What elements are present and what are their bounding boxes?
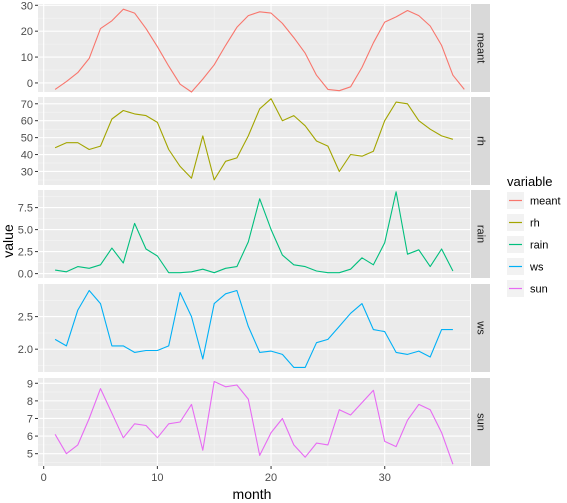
x-axis-title: month <box>233 486 272 502</box>
facet-strip <box>471 4 490 92</box>
panel-meant: 0 10 20 30 meant <box>21 0 490 93</box>
y-tick-label: 20 <box>21 26 33 38</box>
series-line-sun <box>54 380 454 465</box>
legend-item-sun: sun <box>507 280 548 297</box>
panel-background <box>38 97 470 185</box>
panel-rain: 0.0 2.5 5.0 7.5 rain <box>18 190 490 281</box>
facet-strip <box>471 378 490 466</box>
legend-label: sun <box>530 284 548 296</box>
panel-background <box>38 284 470 372</box>
legend-item-meant: meant <box>507 192 561 209</box>
panel-background <box>38 378 470 466</box>
facet-strip-label: rh <box>475 136 487 146</box>
y-tick-label: 0.0 <box>18 269 33 281</box>
x-tick-label: 10 <box>151 472 163 484</box>
y-tick-label: 2.5 <box>18 312 33 324</box>
panel-background <box>38 190 470 278</box>
y-tick-label: 0 <box>27 78 33 90</box>
y-tick-label: 2.0 <box>18 344 33 356</box>
panel-ws: 2.0 2.5 ws <box>18 284 490 372</box>
legend-item-ws: ws <box>507 258 544 275</box>
y-tick-label: 7 <box>27 413 33 425</box>
legend: variable meant rh rain ws sun <box>507 174 561 297</box>
series-line-rain <box>55 191 454 274</box>
series-line-meant <box>54 8 465 93</box>
y-tick-label: 30 <box>21 0 33 12</box>
panel-rh: 30 40 50 60 70 rh <box>21 97 490 185</box>
facet-strip <box>471 97 490 185</box>
y-tick-label: 50 <box>21 133 33 145</box>
x-tick-label: 30 <box>379 472 391 484</box>
panel-background <box>38 4 470 92</box>
facet-strip <box>471 284 490 372</box>
y-tick-label: 5 <box>27 449 33 461</box>
y-tick-label: 60 <box>21 116 33 128</box>
y-tick-label: 40 <box>21 150 33 162</box>
y-tick-label: 5.0 <box>18 225 33 237</box>
facet-strip-label: ws <box>475 320 487 335</box>
y-tick-label: 8 <box>27 396 33 408</box>
legend-item-rh: rh <box>507 214 540 231</box>
y-axis-title: value <box>0 224 16 258</box>
y-tick-label: 2.5 <box>18 247 33 259</box>
y-tick-label: 30 <box>21 166 33 178</box>
legend-label: rh <box>530 218 540 230</box>
y-tick-label: 6 <box>27 431 33 443</box>
y-tick-label: 9 <box>27 378 33 390</box>
panels-layer: 0 10 20 30 meant 30 40 50 60 70 rh 0.0 2.5 5.0 7.5 rain… <box>18 0 490 466</box>
y-tick-label: 7.5 <box>18 203 33 215</box>
panel-sun: 5 6 7 8 9 sun <box>27 378 490 466</box>
legend-label: meant <box>530 196 561 208</box>
legend-label: rain <box>530 240 548 252</box>
x-tick-label: 0 <box>41 472 47 484</box>
y-tick-label: 70 <box>21 99 33 111</box>
y-tick-label: 10 <box>21 52 33 64</box>
series-line-rh <box>54 98 454 181</box>
facet-strip-label: rain <box>475 225 487 243</box>
x-axis: 0 10 20 30 <box>41 466 391 484</box>
facet-strip-label: meant <box>475 33 487 64</box>
facet-strip-label: sun <box>475 413 487 431</box>
facet-strip <box>471 190 490 278</box>
legend-title: variable <box>507 174 553 189</box>
series-line-ws <box>54 289 453 368</box>
legend-item-rain: rain <box>507 236 548 253</box>
legend-label: ws <box>529 262 544 274</box>
x-tick-label: 20 <box>265 472 277 484</box>
